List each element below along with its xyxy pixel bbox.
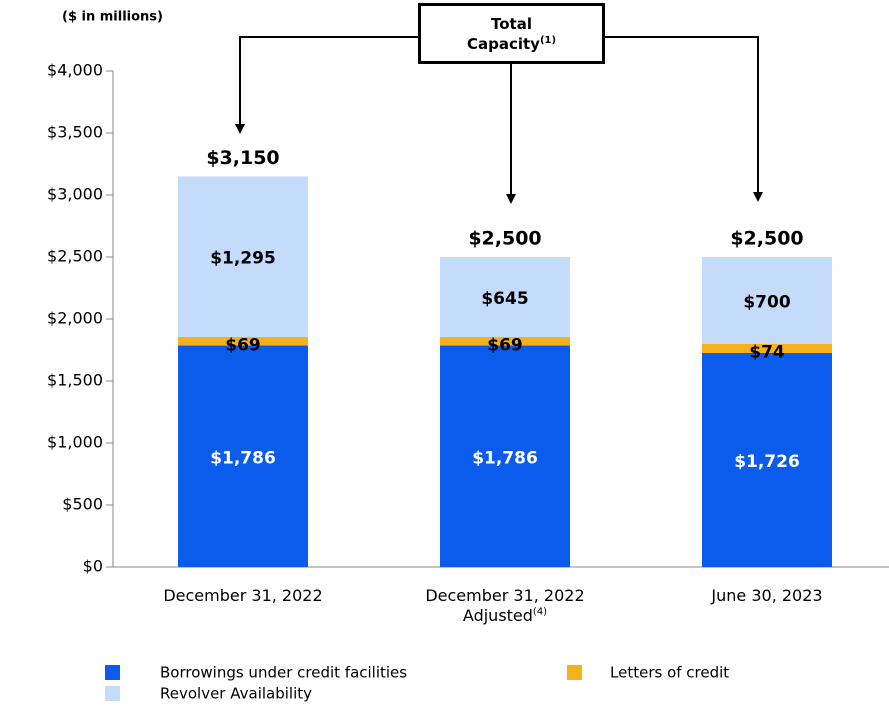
value-label: $69 xyxy=(487,335,523,355)
category-note: (4) xyxy=(532,606,548,618)
legend-label: Borrowings under credit facilities xyxy=(160,664,407,682)
axis-label: ($ in millions) xyxy=(62,10,163,25)
legend-label: Revolver Availability xyxy=(160,685,312,703)
bar-segment xyxy=(440,345,570,567)
y-tick-label: $1,500 xyxy=(47,371,103,390)
category: December 31, 2022 xyxy=(163,586,323,605)
bar-segment xyxy=(702,352,832,567)
y-tick-label: $3,000 xyxy=(47,185,103,204)
bar-segment xyxy=(702,343,832,353)
x-tick-label: December 31, 2022 xyxy=(148,586,338,606)
value-label: $1,295 xyxy=(210,249,276,269)
y-tick-label: $4,000 xyxy=(47,61,103,80)
value-label: $645 xyxy=(481,289,528,309)
arrow-head xyxy=(753,192,763,202)
category: December 31, 2022 Adjusted xyxy=(425,586,585,625)
value-label: $69 xyxy=(225,335,261,355)
total-label: $3,150 xyxy=(206,147,279,169)
value-label: $1,786 xyxy=(472,448,538,468)
bar-segment xyxy=(440,336,570,346)
value-label: $1,726 xyxy=(734,452,800,472)
value-label: $74 xyxy=(749,342,785,362)
bar-segment xyxy=(178,345,308,567)
bar-segment xyxy=(178,336,308,346)
annotation: Total Capacity(1) xyxy=(462,14,562,54)
y-tick-label: $1,000 xyxy=(47,433,103,452)
value-label: $1,786 xyxy=(210,448,276,468)
y-tick-label: $3,500 xyxy=(47,123,103,142)
annotation-text: Total Capacity xyxy=(466,14,540,53)
legend-label: Letters of credit xyxy=(610,664,729,682)
x-tick-label: June 30, 2023 xyxy=(672,586,862,606)
y-tick-label: $0 xyxy=(83,557,103,576)
arrow-head xyxy=(506,194,516,204)
category: June 30, 2023 xyxy=(711,586,823,605)
arrow-head xyxy=(235,124,245,134)
bar-segment xyxy=(440,257,570,337)
bar-segment xyxy=(178,176,308,337)
y-tick-label: $2,500 xyxy=(47,247,103,266)
y-tick-label: $2,000 xyxy=(47,309,103,328)
legend-swatch xyxy=(105,686,120,701)
y-tick-label: $500 xyxy=(62,495,103,514)
legend-swatch xyxy=(105,665,120,680)
legend-swatch xyxy=(567,665,582,680)
total-label: $2,500 xyxy=(730,228,803,250)
arrow-heads xyxy=(235,124,763,204)
value-label: $700 xyxy=(743,292,790,312)
arrow-line xyxy=(239,36,418,126)
annotation-arrows xyxy=(239,36,759,196)
x-tick-label: December 31, 2022 Adjusted(4) xyxy=(410,586,600,626)
arrow-line xyxy=(605,36,759,194)
annotation-box: Total Capacity(1) xyxy=(418,3,605,64)
bar-segment xyxy=(702,257,832,344)
annotation-note: (1) xyxy=(539,34,557,46)
total-label: $2,500 xyxy=(468,228,541,250)
